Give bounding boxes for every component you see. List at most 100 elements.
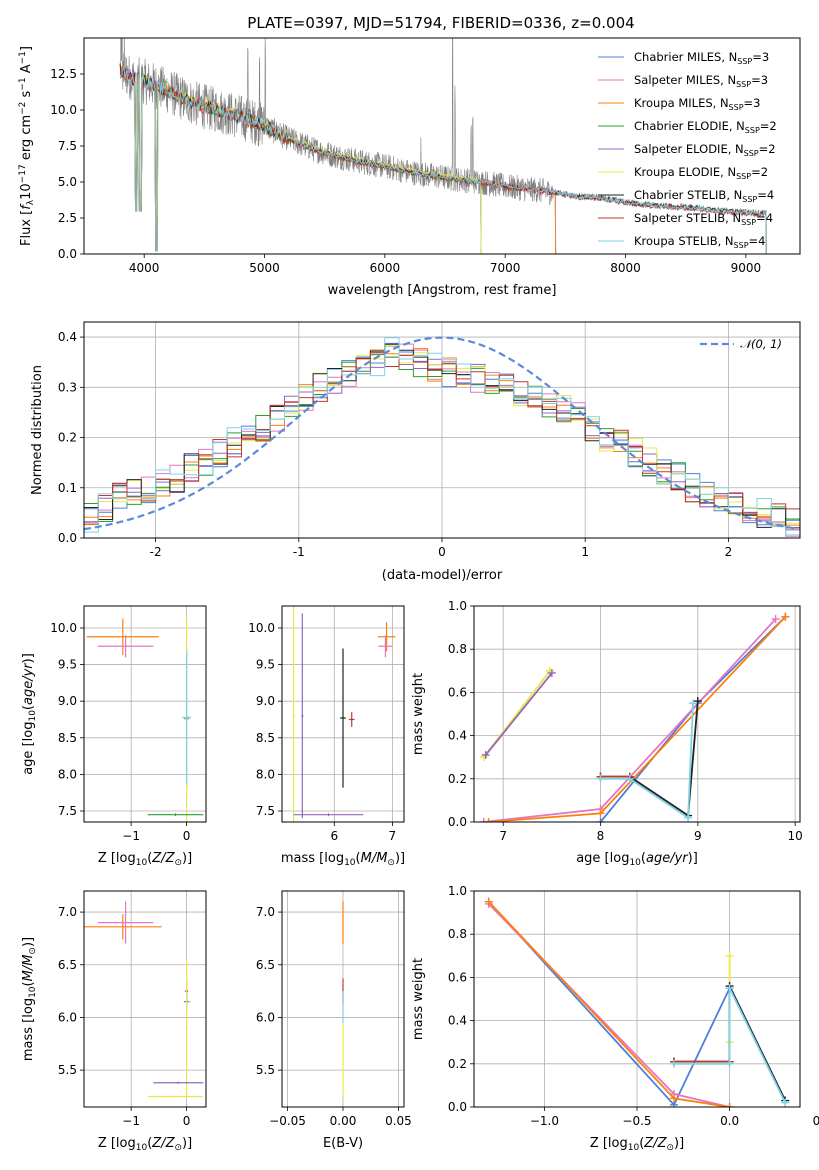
plot-area-age_vs_mass [292,606,396,822]
y-axis-label-part: M/M [21,955,36,982]
legend-entry: Chabrier ELODIE, NSSP=2 [634,119,777,135]
x-axis-label: Z [log10(Z/Z⊙)] [98,1136,192,1153]
x-tick-label: 8 [597,829,605,843]
y-tick-label: 5.5 [58,1063,77,1077]
weight-marker [596,809,605,818]
y-tick-label: 0.8 [448,642,467,656]
y-tick-label: 7.5 [256,804,275,818]
legend-entry: Kroupa ELODIE, NSSP=2 [634,165,768,181]
x-tick-label: 0 [183,1114,191,1128]
y-axis-label-part: mass weight [411,673,426,755]
x-tick-label: −1 [122,829,140,843]
axes-spectrum: 4000 5000 6000 7000 8000 9000 0.0 2.5 5.0 7.5 10.0… [18,37,801,298]
x-axis-label-part: )] [182,851,192,866]
y-tick-label: 8.5 [256,731,275,745]
x-tick-label: −0.5 [622,1114,651,1128]
y-axis-label-part: ] [19,46,34,51]
weight-marker [725,951,734,960]
x-axis-label-part: ( [639,1136,644,1151]
weight-marker [688,699,697,708]
y-tick-label: 6.5 [58,958,77,972]
x-tick-label: -1 [293,545,305,559]
weight-marker [781,612,790,621]
y-tick-label: 0.6 [448,970,467,984]
y-axis-label-part: s [19,90,34,101]
y-tick-label: 12.5 [50,67,77,81]
plot-area-residuals [84,336,800,537]
y-axis-label-part: mass [log [21,998,36,1061]
axes-age_vs_mass: 6 7 7.5 8.0 8.5 9.0 9.5 10.0 mass [log10(M/M⊙)] [248,605,405,868]
y-axis-label: mass [log10(M/M⊙)] [21,937,38,1061]
x-tick-label: −1.0 [530,1114,559,1128]
legend-name: Kroupa STELIB, N [634,234,734,248]
figure-title: PLATE=0397, MJD=51794, FIBERID=0336, z=0… [247,14,634,32]
y-axis-label: mass weight [411,958,426,1040]
y-axis-label-part: mass weight [411,958,426,1040]
x-axis-label-part: ( [641,851,646,866]
y-tick-label: 5.5 [256,1063,275,1077]
x-axis-label-part: ⊙ [666,1143,674,1153]
y-tick-label: 10.0 [248,621,275,635]
y-tick-label: 0.2 [448,1057,467,1071]
weight-marker [547,668,556,677]
legend-sub: SSP [741,218,756,227]
x-tick-label: 1 [581,545,589,559]
x-axis-label: wavelength [Angstrom, rest frame] [328,283,557,298]
axes-frame [281,890,405,1108]
axes-frame [473,890,801,1108]
x-axis-label-part: ⊙ [174,858,182,868]
y-tick-label: 7.0 [58,905,77,919]
x-axis-label-part: age/yr [646,851,689,866]
y-axis-label-part: 10 [19,183,34,200]
x-axis-label-part: Z/Z [151,1136,175,1151]
axes-mass_vs_EBV: −0.05 0.00 0.05 5.5 6.0 6.5 7.0 E(B-V) [256,890,412,1151]
legend-value: =3 [751,73,768,87]
weight-marker [684,813,693,822]
legend-sub: SSP [745,126,760,135]
y-tick-label: 10.0 [50,621,77,635]
axes-frame [83,605,207,823]
legend-sub: SSP [744,149,759,158]
x-tick-label: 0 [438,545,446,559]
y-tick-label: 8.5 [58,731,77,745]
x-axis-label-part: )] [688,851,698,866]
y-tick-label: 0.4 [448,1014,467,1028]
x-axis-label-part: 10 [629,858,641,868]
legend-entry: Kroupa MILES, NSSP=3 [634,96,760,112]
model-spectrum-6 [119,64,767,254]
y-tick-label: 6.0 [256,1010,275,1024]
x-axis-label-part: )] [674,1136,684,1151]
legend-value: =4 [756,211,773,225]
x-axis-label-part: 10 [136,858,148,868]
weight-marker [484,818,493,822]
y-tick-label: 9.0 [58,694,77,708]
x-axis-label-part: ( [147,1136,152,1151]
x-tick-label: 7000 [490,261,521,275]
x-tick-label: 9 [694,829,702,843]
axes-frame [473,605,801,823]
y-axis-label-part: Normed distribution [30,365,45,495]
residual-histogram-4 [84,345,800,531]
y-axis-label-part: )] [21,937,36,947]
legend-name: Chabrier MILES, N [634,50,737,64]
plot-layer: 4000 5000 6000 7000 8000 90000.02.55.07.510.0… [18,37,819,1153]
legend-sub: SSP [737,57,752,66]
y-tick-label: 8.0 [58,767,77,781]
gaussian-curve [84,336,798,531]
y-axis-label-part: age/yr [21,662,36,705]
y-axis-label-part: −1 [18,77,28,90]
x-axis-label-part: 10 [136,1143,148,1153]
weight-marker [725,1059,734,1068]
axes-age_vs_Z: −1 07.58.08.59.09.510.0Z [log10(Z/Z⊙)]age… [21,605,207,868]
x-axis-label-part: age [log [576,851,629,866]
legend-name: Salpeter ELODIE, N [634,142,744,156]
legend-sub: SSP [736,80,751,89]
residual-histogram-7 [84,352,800,525]
x-axis-label: mass [log10(M/M⊙)] [281,851,405,868]
plot-area-mass_vs_Z [84,901,204,1098]
x-axis-label-part: ⊙ [387,858,395,868]
x-axis-label-part: 10 [344,858,356,868]
axes-frame [281,605,405,823]
